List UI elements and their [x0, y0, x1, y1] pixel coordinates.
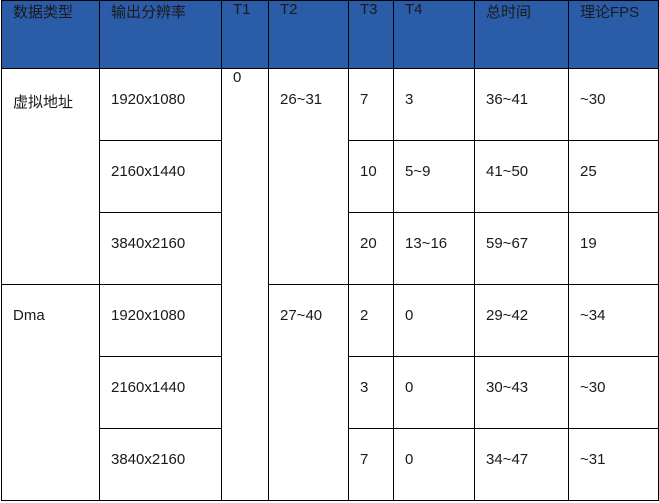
cell-fps: ~34: [568, 284, 659, 357]
column-header-total-time: 总时间: [474, 0, 569, 69]
resolution-value: 2160x1440: [111, 163, 186, 180]
column-header-t3: T3: [348, 0, 394, 69]
cell-data-type-group-0: 虚拟地址: [1, 68, 100, 285]
fps-value: ~34: [580, 307, 606, 324]
fps-value: ~30: [580, 91, 606, 108]
total-time-value: 36~41: [486, 91, 529, 108]
cell-t2-group-0: 26~31: [268, 68, 349, 285]
column-header-label: T1: [233, 1, 251, 18]
t2-value: 26~31: [280, 91, 323, 108]
t4-value: 3: [405, 91, 414, 108]
t4-value: 0: [405, 307, 414, 324]
resolution-value: 1920x1080: [111, 91, 186, 108]
total-time-value: 30~43: [486, 379, 529, 396]
cell-t2-group-1: 27~40: [268, 284, 349, 501]
cell-resolution: 1920x1080: [99, 284, 222, 357]
cell-t4: 13~16: [393, 212, 475, 285]
cell-resolution: 1920x1080: [99, 68, 222, 141]
table-row: 3840x2160 7 0 34~47 ~31: [2, 428, 659, 501]
column-header-t4: T4: [393, 0, 475, 69]
cell-fps: 25: [568, 140, 659, 213]
column-header-fps: 理论FPS: [568, 0, 659, 69]
table-row: 虚拟地址 1920x1080 0 26~31 7 3 36~41 ~30: [1, 68, 659, 501]
column-header-t2: T2: [268, 0, 349, 69]
column-header-data-type: 数据类型: [1, 0, 100, 69]
t4-value: 0: [405, 451, 414, 468]
data-type-label: 虚拟地址: [13, 94, 74, 111]
cell-total-time: 29~42: [474, 284, 569, 357]
table-row: Dma 1920x1080 27~40 2 0 29~42 ~34: [1, 284, 659, 501]
column-header-label: T4: [405, 1, 423, 18]
cell-resolution: 3840x2160: [99, 212, 222, 285]
cell-fps: 19: [568, 212, 659, 285]
cell-total-time: 34~47: [474, 428, 569, 501]
table-row: 2160x1440 10 5~9 41~50 25: [2, 140, 659, 213]
t3-value: 2: [360, 307, 369, 324]
table-row: 3840x2160 20 13~16 59~67 19: [2, 212, 659, 285]
table-header-row: 数据类型 输出分辨率 T1 T2 T3 T4 总时间 理论FPS: [1, 0, 659, 69]
t4-value: 13~16: [405, 235, 448, 252]
t1-value: 0: [233, 69, 242, 86]
t3-value: 7: [360, 451, 369, 468]
cell-total-time: 59~67: [474, 212, 569, 285]
cell-t3: 3: [348, 356, 394, 429]
cell-t4: 0: [393, 428, 475, 501]
t4-value: 5~9: [405, 163, 431, 180]
table-row: 2160x1440 3 0 30~43 ~30: [2, 356, 659, 429]
total-time-value: 59~67: [486, 235, 529, 252]
cell-resolution: 3840x2160: [99, 428, 222, 501]
cell-t3: 7: [348, 68, 394, 141]
column-header-label: 总时间: [486, 4, 532, 21]
fps-value: 25: [580, 163, 597, 180]
cell-t4: 0: [393, 356, 475, 429]
cell-total-time: 41~50: [474, 140, 569, 213]
column-header-label: T2: [280, 1, 298, 18]
cell-t1-merged: 0: [221, 68, 269, 501]
column-header-label: 输出分辨率: [111, 4, 187, 21]
t3-value: 3: [360, 379, 369, 396]
cell-resolution: 2160x1440: [99, 356, 222, 429]
cell-total-time: 30~43: [474, 356, 569, 429]
total-time-value: 41~50: [486, 163, 529, 180]
cell-t3: 2: [348, 284, 394, 357]
fps-value: ~30: [580, 379, 606, 396]
resolution-value: 3840x2160: [111, 451, 186, 468]
cell-fps: ~30: [568, 356, 659, 429]
resolution-value: 3840x2160: [111, 235, 186, 252]
data-type-label: Dma: [13, 307, 45, 324]
cell-fps: ~30: [568, 68, 659, 141]
cell-t3: 20: [348, 212, 394, 285]
cell-data-type-group-1: Dma: [1, 284, 100, 501]
fps-value: ~31: [580, 451, 606, 468]
cell-t4: 3: [393, 68, 475, 141]
t3-value: 20: [360, 235, 377, 252]
column-header-label: 数据类型: [13, 4, 74, 21]
total-time-value: 29~42: [486, 307, 529, 324]
t4-value: 0: [405, 379, 414, 396]
fps-value: 19: [580, 235, 597, 252]
column-header-resolution: 输出分辨率: [99, 0, 222, 69]
column-header-label: 理论FPS: [580, 4, 640, 21]
cell-t3: 10: [348, 140, 394, 213]
t3-value: 10: [360, 163, 377, 180]
cell-t4: 5~9: [393, 140, 475, 213]
column-header-t1: T1: [221, 0, 269, 69]
cell-total-time: 36~41: [474, 68, 569, 141]
cell-resolution: 2160x1440: [99, 140, 222, 213]
resolution-value: 1920x1080: [111, 307, 186, 324]
column-header-label: T3: [360, 1, 378, 18]
total-time-value: 34~47: [486, 451, 529, 468]
resolution-value: 2160x1440: [111, 379, 186, 396]
cell-fps: ~31: [568, 428, 659, 501]
cell-t4: 0: [393, 284, 475, 357]
cell-t3: 7: [348, 428, 394, 501]
t2-value: 27~40: [280, 307, 323, 324]
t3-value: 7: [360, 91, 369, 108]
